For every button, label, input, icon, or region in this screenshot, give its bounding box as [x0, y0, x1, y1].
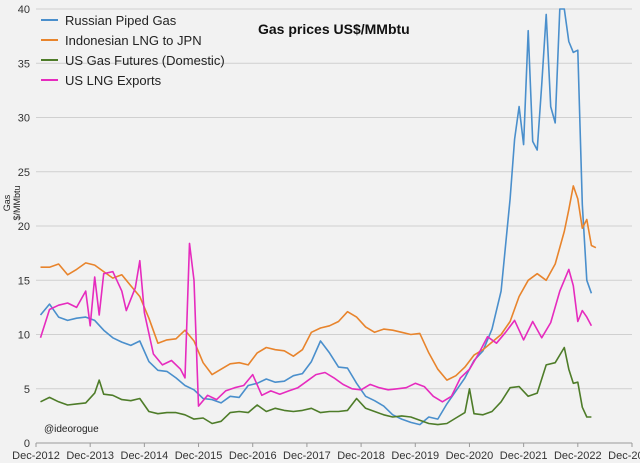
y-tick-label: 40	[18, 4, 30, 16]
x-tick-label: Dec-2023	[608, 450, 640, 462]
y-tick-label: 20	[18, 221, 30, 233]
y-tick-label: 5	[24, 384, 30, 396]
x-tick-label: Dec-2017	[283, 450, 331, 462]
series-line-4	[39, 242, 593, 407]
axes-layer: 0 5 10 15 20 25 30 35 40 Dec-2012 Dec-2013 Dec-2014…	[12, 4, 640, 462]
x-tick-label: Dec-2020	[446, 450, 494, 462]
y-tick-label: 10	[18, 330, 30, 342]
x-tick-label: Dec-2014	[121, 450, 169, 462]
y-tick-label: 30	[18, 113, 30, 125]
x-tick-label: Dec-2019	[391, 450, 439, 462]
legend-label-2: Indonesian LNG to JPN	[65, 33, 202, 48]
series-line-3	[40, 346, 592, 426]
series-layer	[39, 8, 597, 426]
y-tick-label: 0	[24, 438, 30, 450]
x-tick-label: Dec-2015	[175, 450, 223, 462]
credit-label: @ideorogue	[44, 424, 99, 435]
chart-title: Gas prices US$/MMbtu	[258, 21, 410, 37]
x-tick-label: Dec-2021	[500, 450, 548, 462]
legend-label-4: US LNG Exports	[65, 73, 162, 88]
y-axis-label-line-1: Gas	[2, 194, 12, 211]
x-tick-label: Dec-2016	[229, 450, 277, 462]
legend-label-3: US Gas Futures (Domestic)	[65, 53, 225, 68]
y-tick-label: 35	[18, 58, 30, 70]
y-axis-label-line-2: $/MMbtu	[12, 185, 22, 220]
x-tick-label: Dec-2012	[12, 450, 60, 462]
series-line-1	[39, 8, 593, 426]
y-tick-label: 25	[18, 167, 30, 179]
y-tick-label: 15	[18, 275, 30, 287]
legend: Russian Piped Gas Indonesian LNG to JPN US…	[41, 13, 225, 88]
x-tick-label: Dec-2018	[337, 450, 385, 462]
grid-layer	[36, 8, 632, 444]
series-line-2	[40, 185, 597, 381]
x-tick-label: Dec-2022	[554, 450, 602, 462]
legend-label-1: Russian Piped Gas	[65, 13, 177, 28]
x-tick-label: Dec-2013	[66, 450, 114, 462]
